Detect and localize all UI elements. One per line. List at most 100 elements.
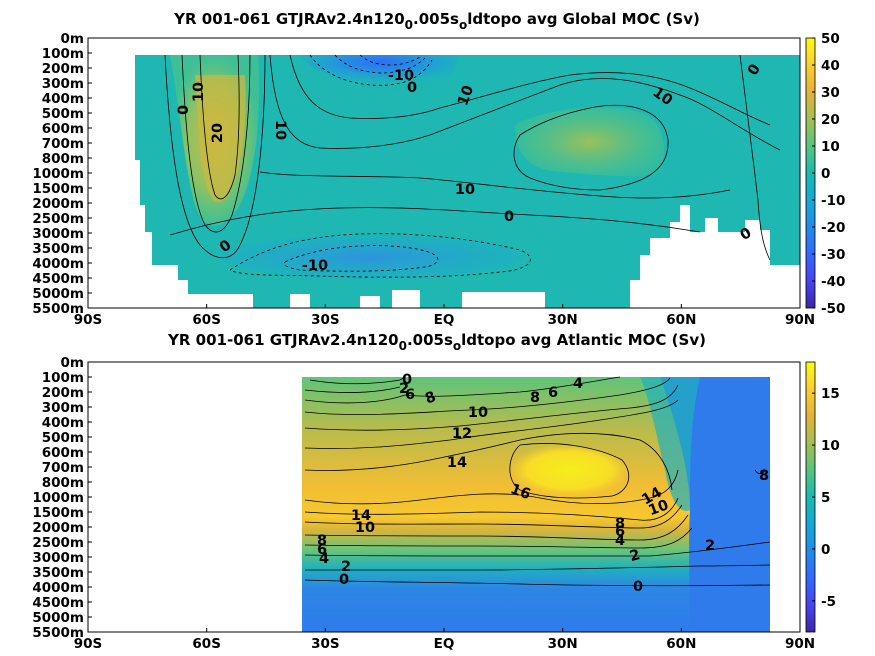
colorbar-tick-label: 15 xyxy=(821,386,840,402)
colorbar-tick-label: 40 xyxy=(821,58,840,74)
y-tick-label: 800m xyxy=(42,151,84,167)
x-tick-label: EQ xyxy=(434,312,455,328)
atlantic-contour-labels: 0 2 6 8 8 6 4 10 12 14 16 14 10 14 10 8 … xyxy=(317,372,769,595)
y-tick-label: 4000m xyxy=(32,580,84,596)
y-tick-label: 800m xyxy=(42,475,84,491)
y-tick-label: 300m xyxy=(42,76,84,92)
x-tick-label: 60S xyxy=(192,312,221,328)
y-tick-label: 1500m xyxy=(32,181,84,197)
colorbar-tick-label: 10 xyxy=(821,438,840,454)
contour-label: 0 xyxy=(504,209,514,225)
y-tick-label: 300m xyxy=(42,400,84,416)
contour-label: 20 xyxy=(210,123,226,143)
atlantic-moc-panel: YR 001-061 GTJRAv2.4n1200.005soldtopo av… xyxy=(32,331,839,652)
contour-label: 2 xyxy=(399,381,409,397)
contour-label: 6 xyxy=(615,524,625,540)
atlantic-axes: 90S 60S 30S EQ 30N 60N 90N0m100m200m300m400m50… xyxy=(32,355,815,652)
contour-label: 10 xyxy=(272,120,288,140)
colorbar-tick-label: 0 xyxy=(821,542,830,558)
contour-label: 14 xyxy=(447,455,467,471)
y-tick-label: 2000m xyxy=(32,196,84,212)
y-tick-label: 500m xyxy=(42,430,84,446)
colorbar-tick-label: 5 xyxy=(821,490,830,506)
y-tick-label: 5500m xyxy=(32,625,84,641)
contour-label: 8 xyxy=(759,468,769,484)
y-tick-label: 1000m xyxy=(32,490,84,506)
colorbar-tick-label: 10 xyxy=(821,139,840,155)
x-tick-label: 60N xyxy=(666,636,696,652)
contour-label: 0 xyxy=(407,80,417,96)
global-moc-title: YR 001-061 GTJRAv2.4n1200.005soldtopo av… xyxy=(173,10,700,32)
y-tick-label: 600m xyxy=(42,445,84,461)
colorbar-tick-label: -20 xyxy=(821,220,845,236)
y-tick-label: 200m xyxy=(42,385,84,401)
x-tick-label: 90S xyxy=(74,636,103,652)
y-tick-label: 5500m xyxy=(32,301,84,317)
y-tick-label: 400m xyxy=(42,91,84,107)
colorbar-tick-label: -40 xyxy=(821,274,845,290)
colorbar-tick-label: -50 xyxy=(821,301,845,317)
atlantic-moc-title: YR 001-061 GTJRAv2.4n1200.005soldtopo av… xyxy=(167,331,706,353)
contour-label: 10 xyxy=(455,182,475,198)
y-tick-label: 4000m xyxy=(32,256,84,272)
y-tick-label: 4500m xyxy=(32,271,84,287)
contour-label: 12 xyxy=(452,426,472,442)
y-tick-label: 2500m xyxy=(32,535,84,551)
contour-label: 10 xyxy=(468,405,488,421)
y-tick-label: 700m xyxy=(42,136,84,152)
contour-label: 8 xyxy=(317,533,327,549)
colorbar-tick-label: -5 xyxy=(821,594,836,610)
y-tick-label: 600m xyxy=(42,121,84,137)
contour-label: 0 xyxy=(339,572,349,588)
contour-label: 6 xyxy=(548,385,558,401)
contour-label: 10 xyxy=(455,83,477,107)
y-tick-label: 1500m xyxy=(32,505,84,521)
y-tick-label: 1000m xyxy=(32,166,84,182)
y-tick-label: 500m xyxy=(42,106,84,122)
y-tick-label: 5000m xyxy=(32,286,84,302)
contour-label: 10 xyxy=(646,497,670,519)
global-axes: 90S 60S 30S EQ 30N 60N 90N0m100m200m300m400m50… xyxy=(32,31,815,328)
contour-label: 14 xyxy=(351,508,371,524)
atlantic-colorbar: 15 10 5 0 -5 xyxy=(805,361,840,633)
contour-label: -10 xyxy=(302,258,328,274)
y-tick-label: 400m xyxy=(42,415,84,431)
y-tick-label: 700m xyxy=(42,460,84,476)
y-tick-label: 3000m xyxy=(32,550,84,566)
contour-label: 0 xyxy=(738,225,755,244)
contour-label: 0 xyxy=(402,372,412,388)
contour-label: 8 xyxy=(615,516,625,532)
y-tick-label: 2500m xyxy=(32,211,84,227)
contour-label: -10 xyxy=(388,68,414,84)
x-tick-label: 30S xyxy=(311,636,340,652)
y-tick-label: 200m xyxy=(42,61,84,77)
y-tick-label: 5000m xyxy=(32,610,84,626)
contour-label: 8 xyxy=(530,390,540,406)
y-tick-label: 3000m xyxy=(32,226,84,242)
contour-label: 4 xyxy=(573,376,583,392)
y-tick-label: 2000m xyxy=(32,520,84,536)
colorbar-tick-label: 50 xyxy=(821,31,840,47)
y-tick-label: 0m xyxy=(61,355,84,371)
y-tick-label: 3500m xyxy=(32,241,84,257)
colorbar-tick-label: 0 xyxy=(821,166,830,182)
contour-label: 0 xyxy=(176,105,192,115)
y-tick-label: 0m xyxy=(61,31,84,47)
global-colorbar: 50 40 30 20 10 0 -10 -20 -30 -40 -50 xyxy=(805,31,845,317)
y-tick-label: 4500m xyxy=(32,595,84,611)
x-tick-label: 30N xyxy=(548,636,578,652)
contour-label: 16 xyxy=(508,481,532,503)
contour-label: 0 xyxy=(633,579,643,595)
colorbar-tick-label: 30 xyxy=(821,85,840,101)
x-tick-label: 90S xyxy=(74,312,103,328)
y-tick-label: 100m xyxy=(42,46,84,62)
colorbar-tick-label: -30 xyxy=(821,247,845,263)
global-moc-field: 0 10 20 10 -10 0 10 10 0 10 0 0 -10 0 xyxy=(135,54,800,308)
contour-label: 2 xyxy=(628,547,642,565)
contour-label: 10 xyxy=(355,520,375,536)
colorbar-tick-label: 20 xyxy=(821,112,840,128)
x-tick-label: EQ xyxy=(434,636,455,652)
contour-label: 4 xyxy=(319,551,329,567)
contour-label: 2 xyxy=(705,538,715,554)
